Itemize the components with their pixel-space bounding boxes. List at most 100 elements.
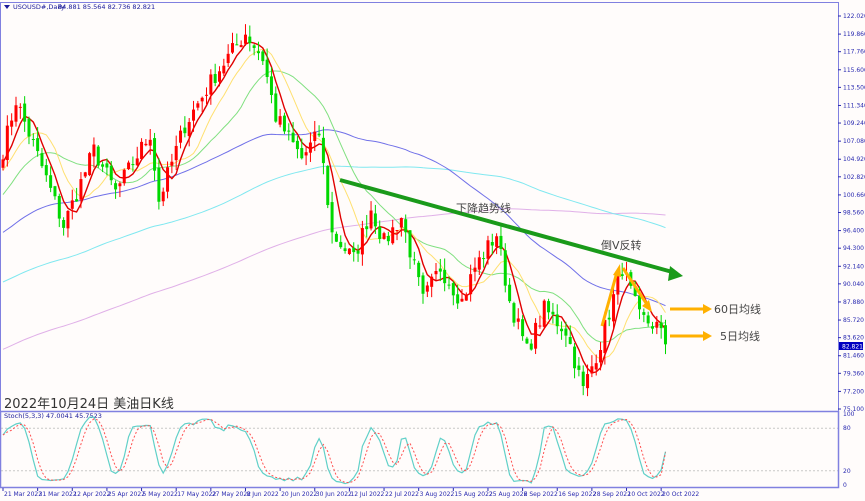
candle-body <box>88 153 92 176</box>
date-tick-label: 16 Sep 2022 <box>558 491 596 498</box>
price-tick-label: 115.600 <box>843 67 865 74</box>
candle <box>408 230 412 270</box>
candle <box>209 69 213 105</box>
candle-body <box>70 200 74 209</box>
candle-body <box>5 125 9 161</box>
candle <box>568 325 572 345</box>
date-tick-label: 25 Aug 2022 <box>489 491 528 498</box>
candle <box>274 86 278 123</box>
candle <box>616 275 620 305</box>
candle-body <box>23 103 27 122</box>
candle <box>282 112 286 135</box>
candle <box>430 273 434 298</box>
candle-body <box>230 43 234 53</box>
candle-body <box>581 371 585 387</box>
ohlc-values: 84.881 85.564 82.736 82.821 <box>58 3 155 11</box>
candle-body <box>148 139 152 146</box>
candle <box>659 315 663 339</box>
candle <box>127 160 131 171</box>
candle <box>131 156 135 172</box>
candle-body <box>265 59 269 78</box>
candle-body <box>31 139 35 141</box>
candle-body <box>114 183 118 190</box>
date-tick-label: 20 Jun 2022 <box>281 491 317 498</box>
candle-body <box>343 248 347 252</box>
candle-body <box>404 219 408 233</box>
candle-body <box>1 159 5 168</box>
candle-body <box>512 303 516 323</box>
date-tick-label: 20 Oct 2022 <box>662 491 699 498</box>
candle-body <box>44 165 48 176</box>
price-tick-label: 102.820 <box>843 174 865 181</box>
candle <box>538 315 542 329</box>
candle-body <box>62 219 66 228</box>
candle <box>148 128 152 155</box>
candle-body <box>464 294 468 301</box>
candle <box>382 231 386 240</box>
candle-body <box>40 153 44 167</box>
candle <box>512 301 516 327</box>
candle <box>573 342 577 379</box>
candle <box>516 308 520 330</box>
candle <box>581 365 585 396</box>
candle-body <box>252 45 256 48</box>
candle <box>473 257 477 282</box>
candle <box>62 217 66 236</box>
candle-body <box>109 165 113 181</box>
collapse-triangle-icon[interactable] <box>4 5 10 9</box>
candle <box>166 161 170 199</box>
candle-body <box>287 130 291 132</box>
candle <box>352 242 356 262</box>
candle <box>326 165 330 209</box>
price-tick-label: 75.100 <box>843 406 864 413</box>
symbol-label: USOUSD#,Daily <box>13 3 65 11</box>
candle <box>157 158 161 210</box>
candle-body <box>183 127 187 134</box>
candle-body <box>140 141 144 160</box>
candle <box>57 193 61 228</box>
candle-body <box>534 322 538 349</box>
candle-body <box>187 122 191 137</box>
candle-body <box>438 268 442 272</box>
ma5-line <box>2 41 667 374</box>
candle-body <box>256 51 260 54</box>
candle-body <box>542 300 546 327</box>
candle <box>508 278 512 304</box>
candle-body <box>295 140 299 150</box>
candle <box>655 315 659 335</box>
price-tick-label: 104.920 <box>843 156 865 163</box>
candle <box>27 116 31 145</box>
candle-body <box>209 74 213 95</box>
candle <box>347 248 351 256</box>
candle-body <box>27 118 31 137</box>
candle <box>547 298 551 320</box>
candle <box>269 67 273 104</box>
candle-body <box>53 186 57 197</box>
ma5-label: 5日均线 <box>720 329 760 343</box>
date-tick-label: 25 Apr 2022 <box>108 491 145 498</box>
candle-body <box>248 36 252 44</box>
candle-body <box>391 227 395 244</box>
candle <box>23 96 27 132</box>
candle <box>434 263 438 281</box>
candle-body <box>157 167 161 202</box>
candle-body <box>577 365 581 370</box>
candle <box>663 319 667 355</box>
candle-body <box>590 366 594 374</box>
candle-body <box>633 286 637 297</box>
candle-body <box>456 294 460 304</box>
candle-body <box>161 191 165 202</box>
candle <box>70 189 74 220</box>
candle-body <box>525 338 529 344</box>
candle <box>261 49 265 66</box>
candle <box>313 120 317 152</box>
candle-body <box>516 318 520 322</box>
candle-body <box>135 158 139 166</box>
candle <box>456 284 460 309</box>
candle-body <box>469 274 473 295</box>
candle <box>101 161 105 173</box>
candle <box>83 171 87 179</box>
date-tick-label: 22 Jul 2022 <box>385 491 419 498</box>
